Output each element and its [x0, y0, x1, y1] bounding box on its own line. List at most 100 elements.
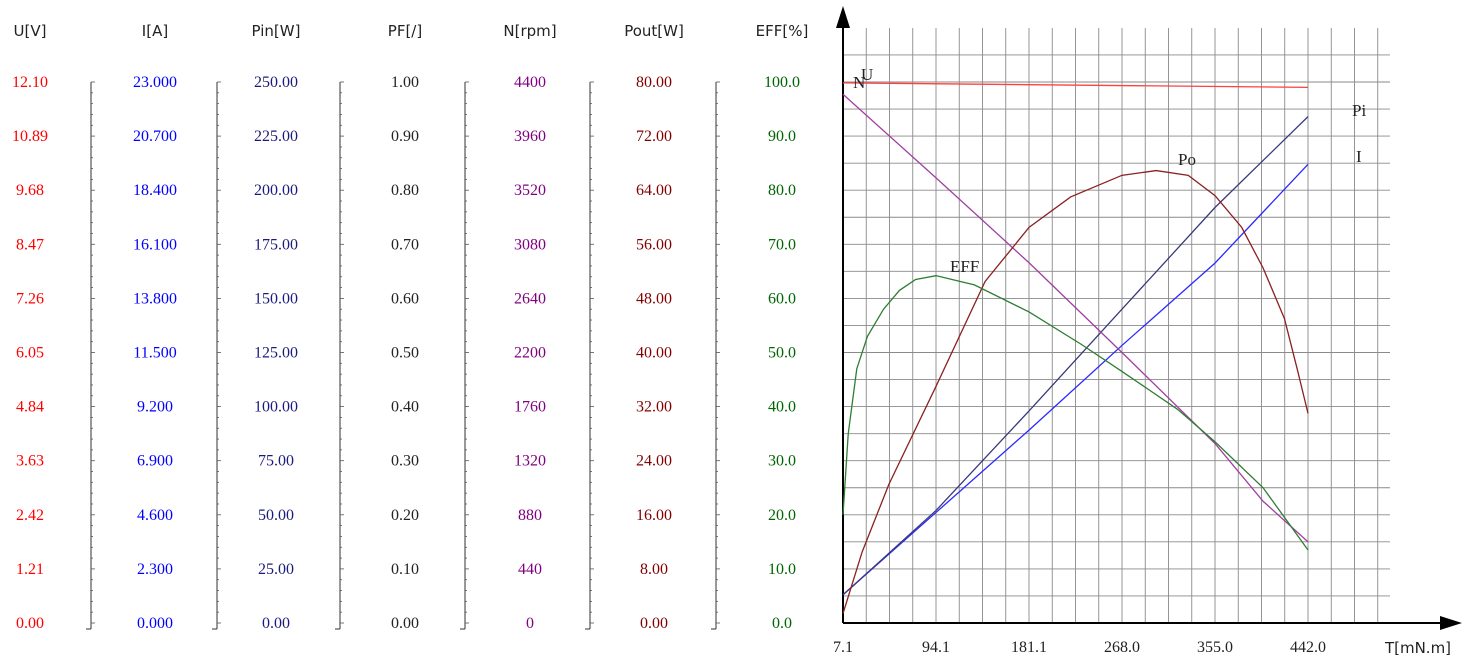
tick-label: 0.50	[391, 345, 419, 362]
tick-label: 0.60	[391, 290, 419, 307]
series-pi-label: Pi	[1352, 101, 1366, 120]
plot-grid	[842, 18, 1442, 624]
tick-label: 8.00	[640, 561, 668, 578]
series-n-label: N	[853, 73, 865, 92]
tick-label: 100.00	[254, 399, 298, 416]
series-eff-label: EFF	[950, 257, 979, 276]
tick-label: 1760	[514, 399, 546, 416]
x-arrow-icon	[1440, 616, 1462, 630]
x-tick-label: 7.1	[833, 639, 853, 656]
tick-label: 12.10	[12, 74, 48, 91]
tick-label: 0.0	[772, 615, 792, 632]
tick-label: 50.0	[768, 345, 796, 362]
series-n-line	[842, 93, 1309, 543]
tick-label: 70.0	[768, 236, 796, 253]
tick-label: 225.00	[254, 128, 298, 145]
axis-header: PF[/]	[388, 22, 422, 40]
tick-label: 1.21	[16, 561, 44, 578]
tick-label: 40.0	[768, 399, 796, 416]
axis-header: Pin[W]	[252, 22, 301, 40]
axis-header: Pout[W]	[624, 22, 684, 40]
x-tick-label: 355.0	[1197, 639, 1233, 656]
tick-label: 13.800	[133, 290, 177, 307]
tick-label: 8.47	[16, 236, 44, 253]
tick-label: 0	[526, 615, 534, 632]
tick-label: 0.30	[391, 453, 419, 470]
tick-label: 18.400	[133, 182, 177, 199]
tick-label: 2.42	[16, 507, 44, 524]
tick-label: 150.00	[254, 290, 298, 307]
axis-header: I[A]	[142, 22, 168, 40]
tick-label: 2640	[514, 290, 546, 307]
tick-label: 4.84	[16, 399, 44, 416]
x-tick-label: 181.1	[1011, 639, 1047, 656]
tick-label: 20.0	[768, 507, 796, 524]
tick-label: 72.00	[636, 128, 672, 145]
tick-label: 4.600	[137, 507, 173, 524]
series-i-label: I	[1356, 147, 1362, 166]
axis-header: EFF[%]	[756, 22, 809, 40]
tick-label: 2200	[514, 345, 546, 362]
x-tick-label: 442.0	[1290, 639, 1326, 656]
x-axis: T[mN.m] 7.1 94.1 181.1 268.0 355.0 442.0	[833, 639, 1451, 657]
tick-label: 0.10	[391, 561, 419, 578]
tick-label: 6.05	[16, 345, 44, 362]
vertical-scales: 12.10 10.89 9.68 8.47 7.26 6.05 4.84 3.63 2.42 1.…	[12, 74, 800, 632]
tick-label: 90.0	[768, 128, 796, 145]
series-i-line	[842, 163, 1309, 596]
tick-label: 0.000	[137, 615, 173, 632]
tick-label: 0.90	[391, 128, 419, 145]
plot-curves	[842, 82, 1309, 614]
tick-label: 80.00	[636, 74, 672, 91]
curve-labels: U I Pi N Po EFF	[853, 65, 1366, 276]
axis-headers: U[V] I[A] Pin[W] PF[/] N[rpm] Pout[W] EFF[%]	[14, 22, 809, 40]
tick-label: 0.40	[391, 399, 419, 416]
tick-label: 7.26	[16, 290, 44, 307]
axis-header: U[V]	[14, 22, 47, 40]
tick-label: 100.0	[764, 74, 800, 91]
tick-label: 32.00	[636, 399, 672, 416]
tick-label: 2.300	[137, 561, 173, 578]
tick-label: 20.700	[133, 128, 177, 145]
tick-label: 880	[518, 507, 542, 524]
tick-label: 50.00	[258, 507, 294, 524]
tick-label: 440	[518, 561, 542, 578]
x-axis-label: T[mN.m]	[1384, 639, 1451, 657]
tick-label: 16.100	[133, 236, 177, 253]
tick-label: 3520	[514, 182, 546, 199]
tick-label: 16.00	[636, 507, 672, 524]
tick-label: 1320	[514, 453, 546, 470]
tick-label: 64.00	[636, 182, 672, 199]
tick-label: 3960	[514, 128, 546, 145]
tick-label: 3.63	[16, 453, 44, 470]
tick-label: 175.00	[254, 236, 298, 253]
x-tick-label: 94.1	[922, 639, 950, 656]
tick-label: 0.00	[640, 615, 668, 632]
tick-label: 30.0	[768, 453, 796, 470]
tick-label: 0.80	[391, 182, 419, 199]
series-po-label: Po	[1178, 150, 1196, 169]
tick-label: 200.00	[254, 182, 298, 199]
tick-label: 4400	[514, 74, 546, 91]
axis-arrows	[836, 6, 1462, 630]
series-u-line	[842, 82, 1309, 89]
tick-label: 0.00	[262, 615, 290, 632]
series-pi-line	[842, 116, 1309, 596]
tick-label: 0.00	[391, 615, 419, 632]
tick-label: 1.00	[391, 74, 419, 91]
tick-label: 10.89	[12, 128, 48, 145]
tick-label: 48.00	[636, 290, 672, 307]
y-arrow-icon	[836, 6, 850, 28]
tick-label: 56.00	[636, 236, 672, 253]
tick-label: 125.00	[254, 345, 298, 362]
tick-label: 24.00	[636, 453, 672, 470]
series-u-label: U	[861, 65, 873, 84]
axis-header: N[rpm]	[503, 22, 556, 40]
tick-label: 6.900	[137, 453, 173, 470]
tick-label: 80.0	[768, 182, 796, 199]
tick-label: 250.00	[254, 74, 298, 91]
series-eff-line	[842, 275, 1309, 551]
tick-label: 25.00	[258, 561, 294, 578]
tick-label: 9.68	[16, 182, 44, 199]
